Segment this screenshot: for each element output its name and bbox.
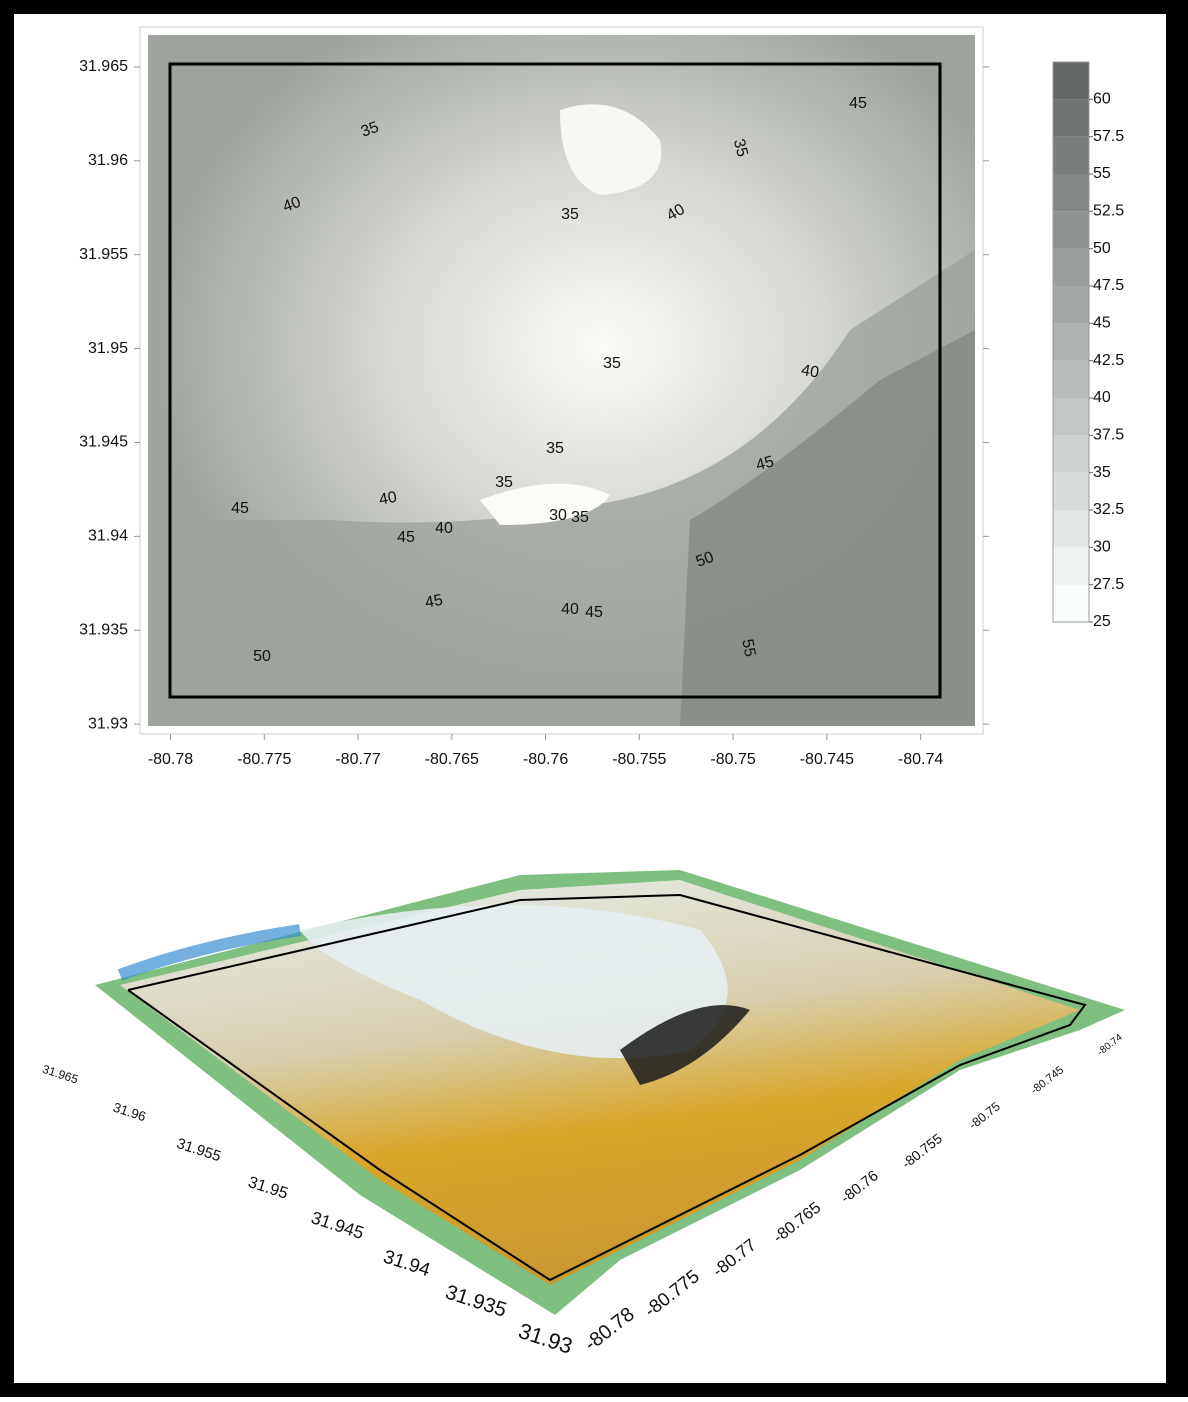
contour-label: 50 [253, 648, 271, 665]
colorbar-band [1053, 99, 1089, 136]
x-tick-label: -80.74 [898, 751, 943, 768]
colorbar-label: 32.5 [1093, 501, 1124, 518]
contour-label: 45 [424, 592, 445, 612]
contour-label: 35 [571, 509, 589, 526]
x-tick-label: -80.78 [148, 751, 193, 768]
contour-label: 40 [435, 520, 453, 537]
colorbar-label: 45 [1093, 315, 1111, 332]
colorbar-label: 47.5 [1093, 277, 1124, 294]
contour-map: -80.78 -80.775 -80.77 -80.765 -80.76 -80.755 -… [79, 27, 1124, 768]
contour-label: 40 [378, 489, 399, 509]
contour-label: 40 [561, 601, 579, 618]
x-tick-label: -80.745 [800, 751, 854, 768]
colorbar-label: 57.5 [1093, 128, 1124, 145]
x-tick-label: -80.775 [237, 751, 291, 768]
colorbar-label: 30 [1093, 539, 1111, 556]
contour-label: 30 [549, 507, 567, 524]
colorbar-band [1053, 137, 1089, 174]
y-tick-label: 31.95 [88, 340, 128, 357]
colorbar-band [1053, 249, 1089, 286]
contour-label: 35 [495, 474, 513, 491]
colorbar-label: 60 [1093, 91, 1111, 108]
colorbar-label: 40 [1093, 389, 1111, 406]
y-tick-label: 31.93 [88, 715, 128, 732]
colorbar-band [1053, 286, 1089, 323]
colorbar-label: 42.5 [1093, 352, 1124, 369]
colorbar-label: 55 [1093, 165, 1111, 182]
x-tick-label: -80.765 [425, 751, 479, 768]
contour-label: 40 [800, 362, 821, 382]
colorbar-band [1053, 473, 1089, 510]
contour-label: 45 [585, 604, 603, 621]
y-tick-label: 31.96 [88, 152, 128, 169]
contour-label: 35 [546, 440, 564, 457]
x-tick-label: -80.77 [335, 751, 380, 768]
colorbar-label: 50 [1093, 240, 1111, 257]
y-tick-label: 31.965 [79, 58, 128, 75]
y-tick-label: 31.955 [79, 246, 128, 263]
contour-label: 45 [397, 529, 415, 546]
colorbar-label: 35 [1093, 464, 1111, 481]
colorbar-band [1053, 361, 1089, 398]
x-tick-label: -80.76 [523, 751, 568, 768]
y-tick-label: 31.94 [88, 528, 128, 545]
contour-label: 55 [738, 638, 758, 659]
colorbar-band [1053, 510, 1089, 547]
colorbar-label: 37.5 [1093, 427, 1124, 444]
contour-label: 45 [231, 500, 249, 517]
colorbar-label: 52.5 [1093, 203, 1124, 220]
colorbar-band [1053, 435, 1089, 472]
colorbar-band [1053, 211, 1089, 248]
contour-label: 35 [603, 355, 621, 372]
page: -80.78 -80.775 -80.77 -80.765 -80.76 -80.755 -… [0, 0, 1188, 1397]
colorbar-band [1053, 62, 1089, 99]
contour-label: 45 [849, 95, 867, 112]
contour-label: 35 [561, 206, 579, 223]
colorbar-band [1053, 398, 1089, 435]
colorbar-label: 27.5 [1093, 576, 1124, 593]
colorbar-band [1053, 323, 1089, 360]
colorbar-band [1053, 174, 1089, 211]
x-tick-label: -80.75 [710, 751, 755, 768]
x-tick-label: -80.755 [612, 751, 666, 768]
y-tick-label: 31.945 [79, 434, 128, 451]
colorbar-band [1053, 547, 1089, 584]
colorbar-label: 25 [1093, 613, 1111, 630]
y-tick-label: 31.935 [79, 621, 128, 638]
colorbar-band [1053, 585, 1089, 622]
